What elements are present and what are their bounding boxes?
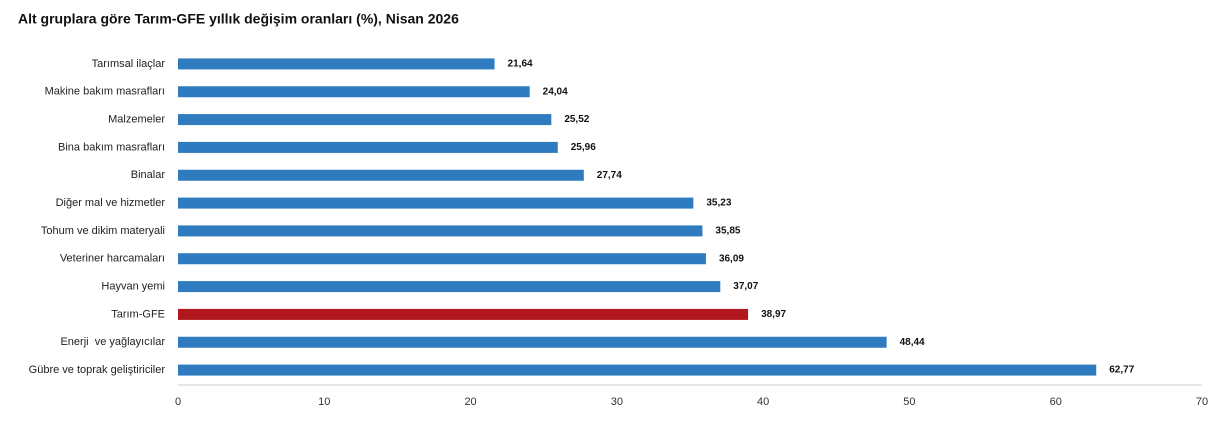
y-tick-label: Gübre ve toprak geliştiriciler bbox=[29, 364, 166, 376]
bar bbox=[178, 169, 584, 181]
y-tick-label: Bina bakım masrafları bbox=[58, 141, 165, 153]
x-tick-label: 70 bbox=[1196, 396, 1208, 408]
x-tick-label: 0 bbox=[175, 396, 181, 408]
bar bbox=[178, 197, 694, 209]
y-tick-label: Tohum ve dikim materyali bbox=[41, 225, 165, 237]
value-label: 24,04 bbox=[543, 86, 568, 97]
bar bbox=[178, 114, 552, 126]
bar bbox=[178, 281, 721, 293]
bar bbox=[178, 86, 530, 98]
bar bbox=[178, 308, 749, 320]
value-label: 35,23 bbox=[706, 198, 731, 209]
x-tick-label: 60 bbox=[1050, 396, 1062, 408]
x-tick-label: 10 bbox=[318, 396, 330, 408]
bar bbox=[178, 58, 495, 70]
y-tick-label: Hayvan yemi bbox=[101, 280, 165, 292]
value-label: 25,96 bbox=[571, 142, 596, 153]
value-label: 36,09 bbox=[719, 253, 744, 264]
y-tick-label: Malzemeler bbox=[108, 113, 165, 125]
x-tick-label: 40 bbox=[757, 396, 769, 408]
value-label: 25,52 bbox=[564, 114, 589, 125]
value-label: 21,64 bbox=[508, 59, 533, 70]
bar bbox=[178, 336, 887, 348]
bar bbox=[178, 225, 703, 237]
value-label: 27,74 bbox=[597, 170, 622, 181]
y-tick-label: Tarım-GFE bbox=[111, 308, 165, 320]
value-label: 37,07 bbox=[733, 281, 758, 292]
y-tick-label: Diğer mal ve hizmetler bbox=[56, 197, 166, 209]
value-label: 48,44 bbox=[900, 337, 925, 348]
y-tick-label: Makine bakım masrafları bbox=[45, 86, 165, 98]
bar bbox=[178, 253, 706, 265]
x-tick-label: 30 bbox=[611, 396, 623, 408]
value-label: 38,97 bbox=[761, 309, 786, 320]
value-label: 35,85 bbox=[715, 226, 740, 237]
chart-title: Alt gruplara göre Tarım-GFE yıllık değiş… bbox=[18, 11, 459, 27]
x-tick-label: 50 bbox=[903, 396, 915, 408]
bar bbox=[178, 141, 558, 153]
y-tick-label: Tarımsal ilaçlar bbox=[92, 58, 166, 70]
value-label: 62,77 bbox=[1109, 365, 1134, 376]
y-tick-label: Enerji ve yağlayıcılar bbox=[60, 336, 165, 348]
y-tick-label: Binalar bbox=[131, 169, 166, 181]
bar bbox=[178, 364, 1097, 376]
y-tick-label: Veteriner harcamaları bbox=[60, 253, 165, 265]
x-tick-label: 20 bbox=[464, 396, 476, 408]
